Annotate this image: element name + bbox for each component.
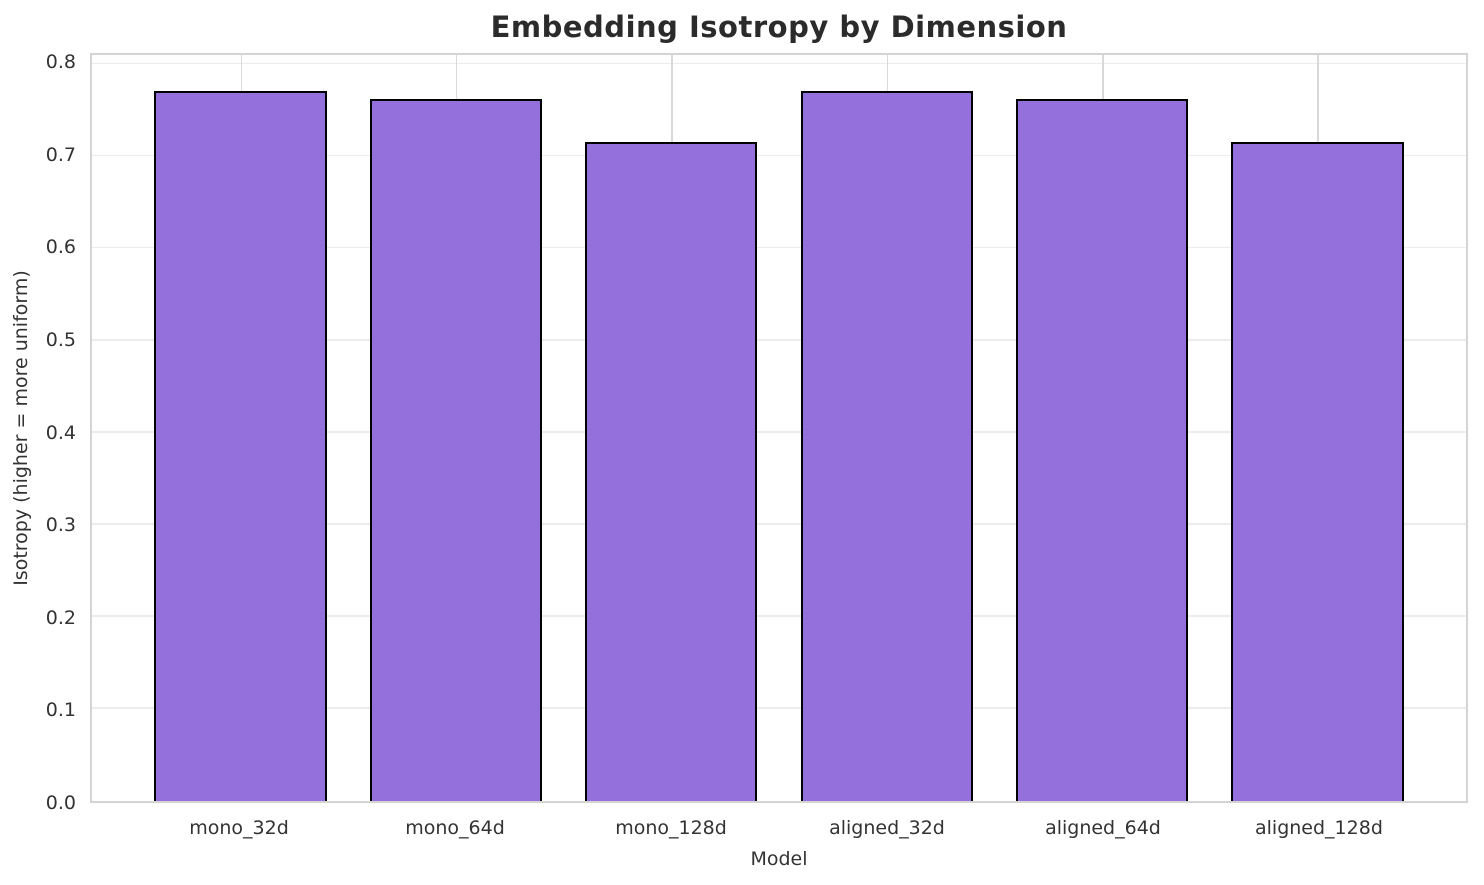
plot-area [90,53,1468,803]
bar-aligned_64d [1015,99,1189,801]
bar-mono_32d [154,90,327,801]
horizontal-gridline [92,431,1466,433]
y-tick-label: 0.1 [45,699,76,722]
bar-aligned_128d [1231,141,1404,801]
horizontal-gridline [92,154,1466,157]
x-tick-label-aligned_64d: aligned_64d [1045,817,1161,839]
x-tick-label-mono_32d: mono_32d [189,817,289,839]
y-tick-label: 0.2 [45,606,76,629]
x-axis-label: Model [750,848,808,870]
horizontal-gridline [92,339,1466,341]
bar-aligned_32d [800,90,973,801]
y-tick-label: 0.3 [45,514,76,537]
horizontal-gridline [92,707,1466,709]
bar-mono_64d [369,99,543,801]
y-tick-label: 0.5 [45,329,76,352]
bar-mono_128d [585,141,758,801]
y-tick-label: 0.4 [45,421,76,444]
horizontal-gridline [92,246,1466,249]
horizontal-gridline [92,523,1466,525]
y-tick-label: 0.8 [45,51,76,74]
x-tick-label-mono_128d: mono_128d [615,817,727,839]
y-tick-label: 0.7 [45,143,76,166]
horizontal-gridline [92,62,1466,65]
horizontal-gridline [92,615,1466,617]
y-tick-label: 0.6 [45,236,76,259]
x-tick-label-mono_64d: mono_64d [405,817,505,839]
x-tick-label-aligned_32d: aligned_32d [829,817,945,839]
y-tick-label: 0.0 [45,792,76,814]
x-tick-label-aligned_128d: aligned_128d [1255,817,1383,839]
chart-title: Embedding Isotropy by Dimension [490,10,1068,44]
